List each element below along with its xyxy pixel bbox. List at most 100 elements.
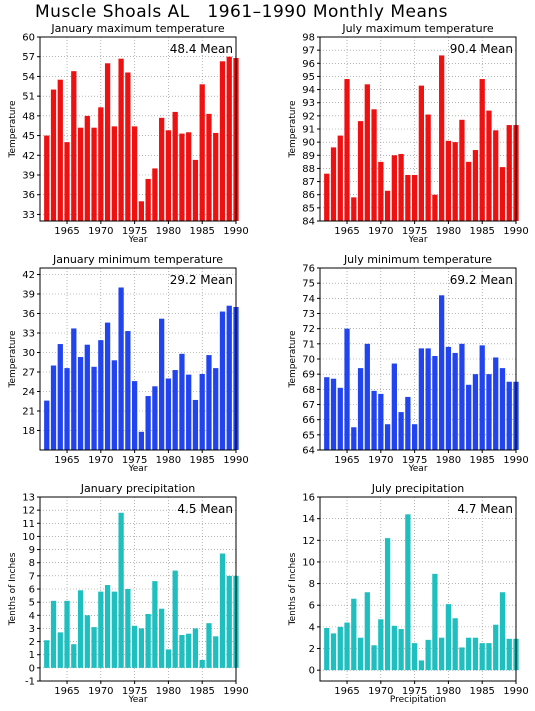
bar [479,345,485,450]
y-tick-label: 8 [309,579,315,590]
y-tick-label: 68 [302,385,315,396]
chart-title: July minimum temperature [343,253,492,266]
bar [411,175,418,221]
x-tick-label: 1970 [368,686,393,697]
bar [351,427,357,450]
y-tick-label: 12 [22,506,35,517]
x-tick-label: 1970 [88,686,113,697]
bar [118,58,124,221]
y-tick-label: 27 [22,368,35,379]
bar [213,132,219,221]
bar [172,111,178,221]
y-tick-label: 74 [302,294,315,305]
x-tick-label: 1975 [402,455,427,466]
bar [357,637,364,671]
y-tick-label: 89 [302,151,315,162]
chart-title: January precipitation [80,482,196,495]
x-axis-label: Year [127,464,147,474]
bar [506,125,512,221]
page-title: Muscle Shoals AL 1961–1990 Monthly Means [35,2,448,22]
bar [213,368,219,450]
bar [199,659,205,668]
bar [452,352,458,450]
bar [44,640,50,668]
bar [192,628,199,668]
x-tick-label: 1965 [54,455,79,466]
bar [378,619,384,671]
bar [351,197,357,221]
x-tick-label: 1985 [189,455,214,466]
bar [432,573,438,671]
y-tick-label: 5 [29,598,35,609]
bar [479,79,485,221]
y-tick-label: 30 [22,348,35,359]
bar [131,625,138,668]
y-tick-label: 2 [309,644,315,655]
y-tick-label: 11 [22,519,35,530]
y-tick-label: 24 [22,387,35,398]
y-tick-label: 10 [302,557,315,568]
y-tick-label: 3 [29,624,35,635]
bar [50,365,57,450]
y-tick-label: 39 [22,290,35,301]
y-tick-label: 13 [22,493,35,504]
bar [466,161,472,221]
bar [186,374,192,450]
bar [364,343,370,450]
y-tick-label: 60 [22,33,35,44]
y-tick-label: 1 [29,650,35,661]
bar [226,56,232,221]
x-tick-label: 1985 [469,455,494,466]
bar [226,305,232,450]
bar [84,344,90,450]
y-axis-label: Temperature [288,330,298,388]
bar [324,627,330,671]
bar [344,79,350,221]
y-tick-label: 91 [302,125,315,136]
x-tick-label: 1975 [402,686,427,697]
bar [219,61,226,221]
bar [439,295,445,450]
bar [179,635,185,668]
mean-label: 4.5 Mean [177,502,233,516]
y-tick-label: 42 [22,270,35,281]
bar [71,71,77,222]
y-tick-label: 0 [309,666,315,677]
y-tick-label: 94 [302,85,315,96]
bar [50,89,57,221]
bar [371,645,377,671]
bar [378,161,384,221]
chart-panel-2: 84 85 86 87 88 89 90 91 92 93 94 95 96 97 98 1965 1970 19… [288,22,529,245]
bar [445,346,452,450]
y-tick-label: 93 [302,98,315,109]
y-tick-label: 95 [302,72,315,83]
bar [398,629,404,671]
bar [138,628,145,668]
y-tick-label: 84 [302,217,315,228]
y-tick-label: 97 [302,46,315,57]
x-tick-label: 1970 [368,226,393,237]
y-tick-label: 10 [22,532,35,543]
bar [439,55,445,222]
bar [192,159,199,221]
y-tick-label: 7 [29,571,35,582]
bar [398,412,404,450]
bar [226,575,232,668]
bar [384,424,391,450]
x-tick-label: 1980 [156,226,181,237]
bar [384,538,391,671]
y-tick-label: 65 [302,430,315,441]
y-tick-label: 4 [309,622,315,633]
bar [337,626,343,671]
bar [165,649,172,668]
x-tick-label: 1990 [223,686,248,697]
x-tick-label: 1970 [88,226,113,237]
mean-label: 4.7 Mean [457,502,513,516]
bar [172,570,178,668]
bar [186,132,192,221]
bar [91,127,97,221]
bar [486,110,492,221]
bar [391,155,397,221]
y-tick-label: 73 [302,309,315,320]
x-tick-label: 1975 [122,226,147,237]
